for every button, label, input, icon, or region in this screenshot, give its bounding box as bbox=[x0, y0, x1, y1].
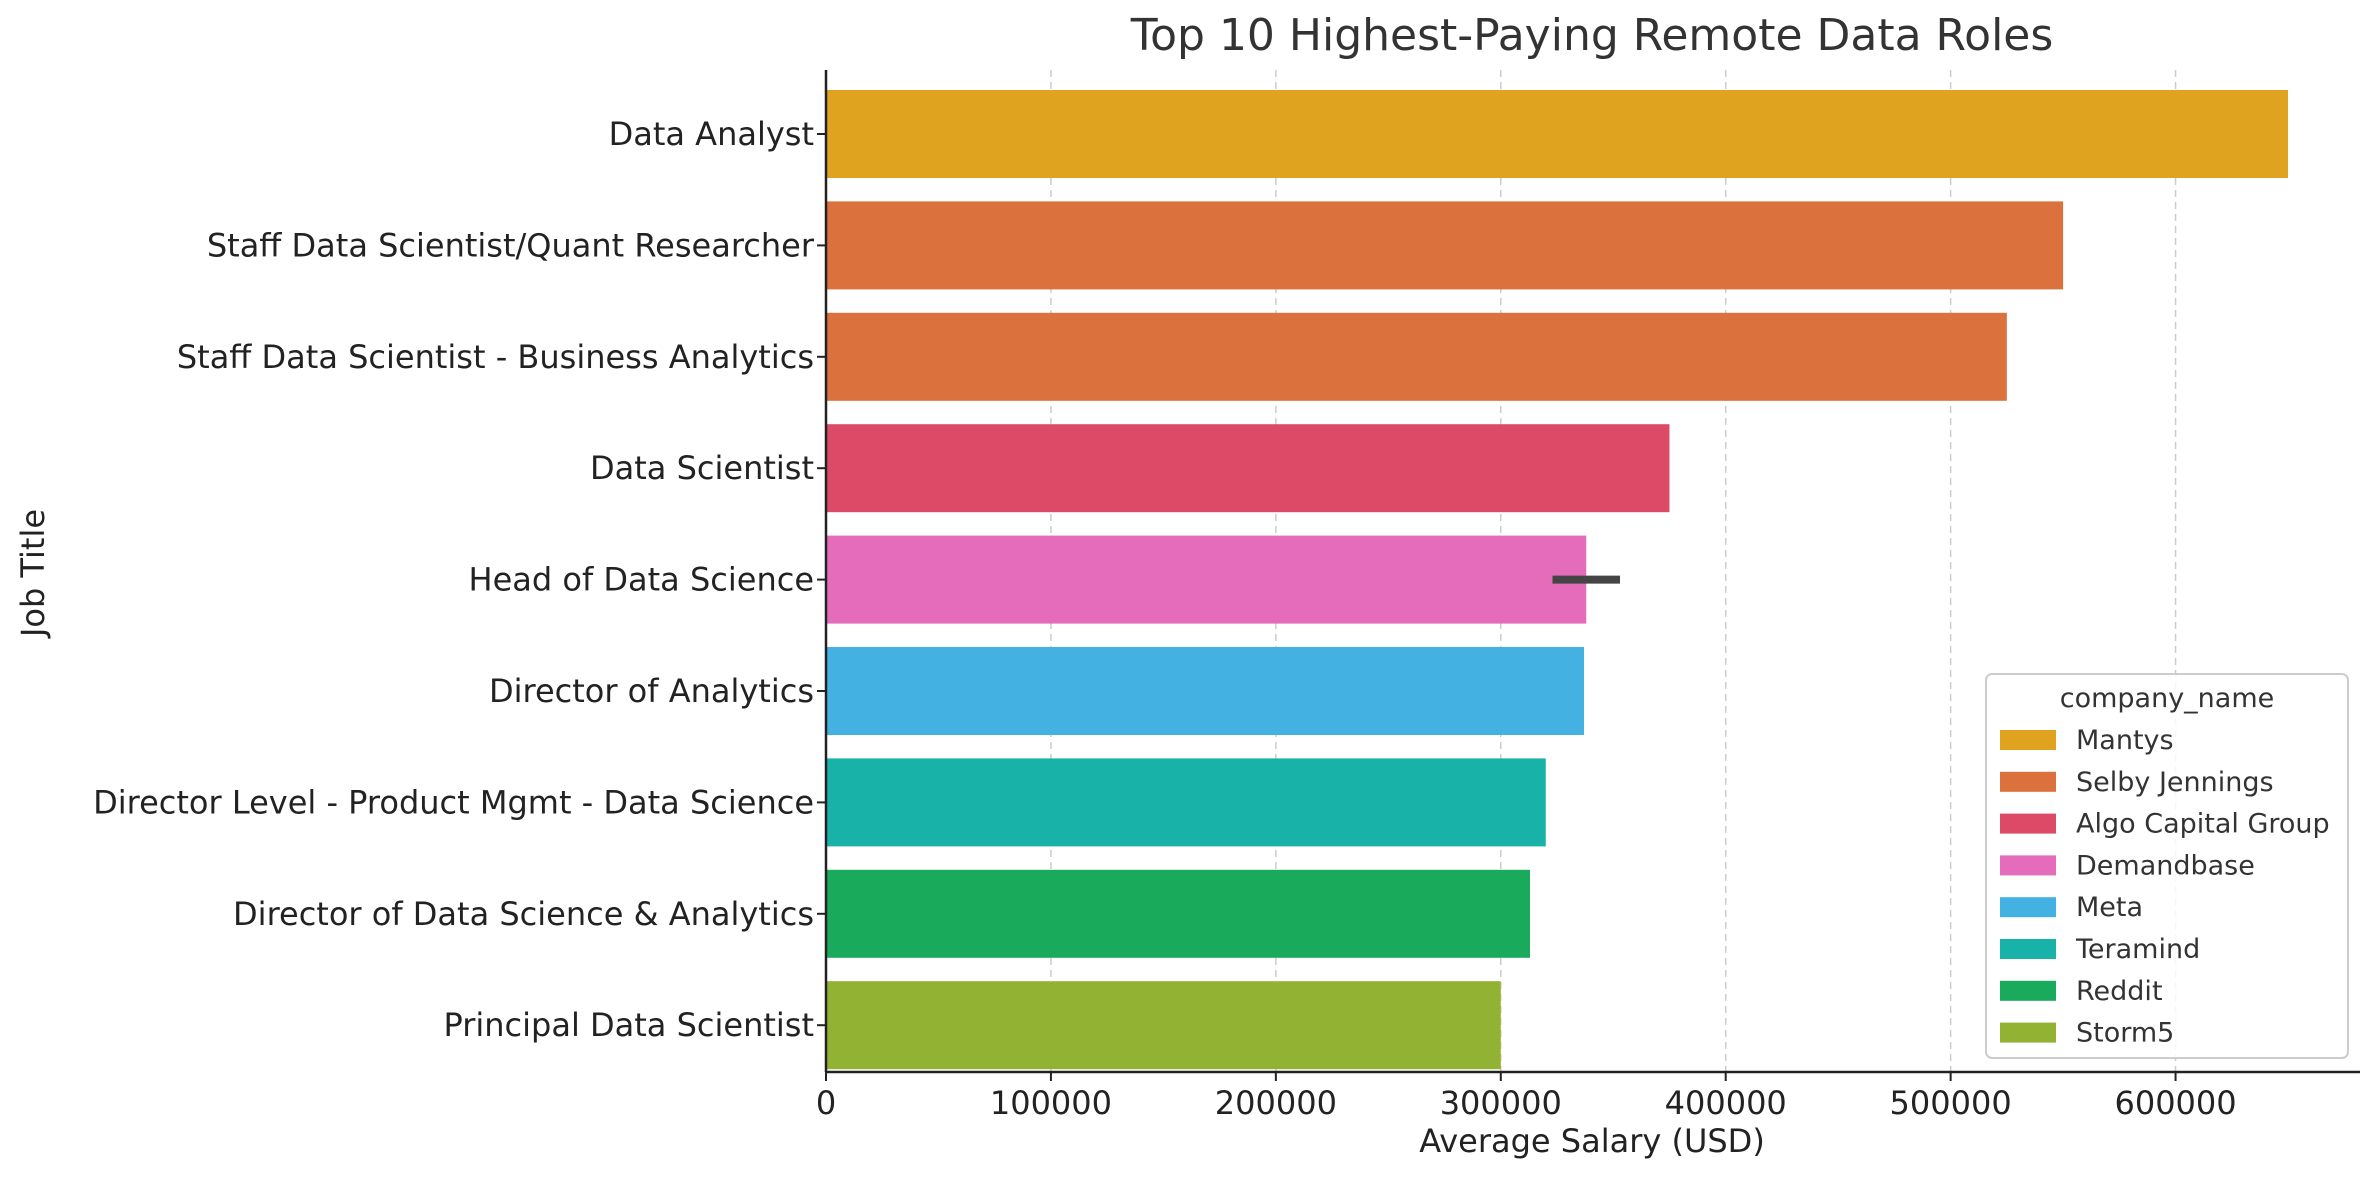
x-tick-label: 200000 bbox=[1215, 1084, 1337, 1122]
legend-swatch bbox=[2000, 813, 2056, 834]
ticks-layer: 0 100000 200000 300000 400000 500000 600000 Dat… bbox=[93, 115, 2237, 1122]
x-tick-label: 600000 bbox=[2114, 1084, 2236, 1122]
legend-label: Reddit bbox=[2076, 976, 2163, 1007]
legend-swatch bbox=[2000, 939, 2056, 959]
x-tick-label: 100000 bbox=[990, 1084, 1112, 1122]
y-tick-label: Staff Data Scientist/Quant Researcher bbox=[207, 226, 815, 264]
y-tick-label: Director of Analytics bbox=[489, 672, 814, 710]
y-tick-label: Director Level - Product Mgmt - Data Sci… bbox=[93, 783, 814, 821]
x-tick-label: 0 bbox=[816, 1084, 836, 1122]
legend-label: Storm5 bbox=[2076, 1018, 2174, 1049]
legend-label: Selby Jennings bbox=[2076, 767, 2274, 798]
bar bbox=[826, 201, 2064, 290]
legend-label: Meta bbox=[2076, 892, 2143, 923]
bar bbox=[826, 535, 1587, 624]
y-tick-label: Principal Data Scientist bbox=[443, 1006, 814, 1044]
legend-label: Teramind bbox=[2075, 934, 2200, 965]
bar bbox=[826, 869, 1531, 958]
bar bbox=[826, 758, 1546, 847]
x-tick-label: 300000 bbox=[1440, 1084, 1562, 1122]
bar bbox=[826, 647, 1585, 735]
bars-layer bbox=[826, 90, 2289, 1070]
legend-swatch bbox=[2000, 855, 2056, 876]
legend-label: Demandbase bbox=[2076, 850, 2255, 881]
bar bbox=[826, 90, 2289, 178]
legend-swatch bbox=[2000, 771, 2056, 792]
x-tick-label: 400000 bbox=[1665, 1084, 1787, 1122]
y-tick-label: Data Analyst bbox=[609, 115, 814, 153]
y-tick-label: Staff Data Scientist - Business Analytic… bbox=[177, 338, 814, 376]
bar bbox=[826, 981, 1501, 1070]
legend-label: Mantys bbox=[2076, 725, 2174, 756]
legend-title: company_name bbox=[2060, 683, 2275, 714]
legend-swatch bbox=[2000, 897, 2056, 918]
legend-frame bbox=[1985, 673, 2349, 1059]
bar bbox=[826, 424, 1670, 513]
legend-swatch bbox=[2000, 1022, 2056, 1043]
x-axis-label: Average Salary (USD) bbox=[1419, 1122, 1765, 1160]
legend-swatch bbox=[2000, 730, 2056, 750]
y-tick-label: Head of Data Science bbox=[469, 561, 814, 599]
legend: company_name Mantys Selby Jennings Algo Ca… bbox=[1985, 673, 2349, 1059]
chart-title: Top 10 Highest-Paying Remote Data Roles bbox=[1130, 10, 2054, 61]
x-tick-label: 500000 bbox=[1890, 1084, 2012, 1122]
y-tick-label: Director of Data Science & Analytics bbox=[233, 895, 814, 933]
legend-swatch bbox=[2000, 980, 2056, 1001]
legend-entries: Mantys Selby Jennings Algo Capital Group De… bbox=[2000, 725, 2330, 1049]
y-axis-label: Job Title bbox=[14, 509, 52, 639]
legend-label: Algo Capital Group bbox=[2076, 809, 2330, 840]
y-tick-label: Data Scientist bbox=[590, 449, 814, 487]
bar bbox=[826, 312, 2007, 401]
axes-layer bbox=[824, 70, 2360, 1074]
